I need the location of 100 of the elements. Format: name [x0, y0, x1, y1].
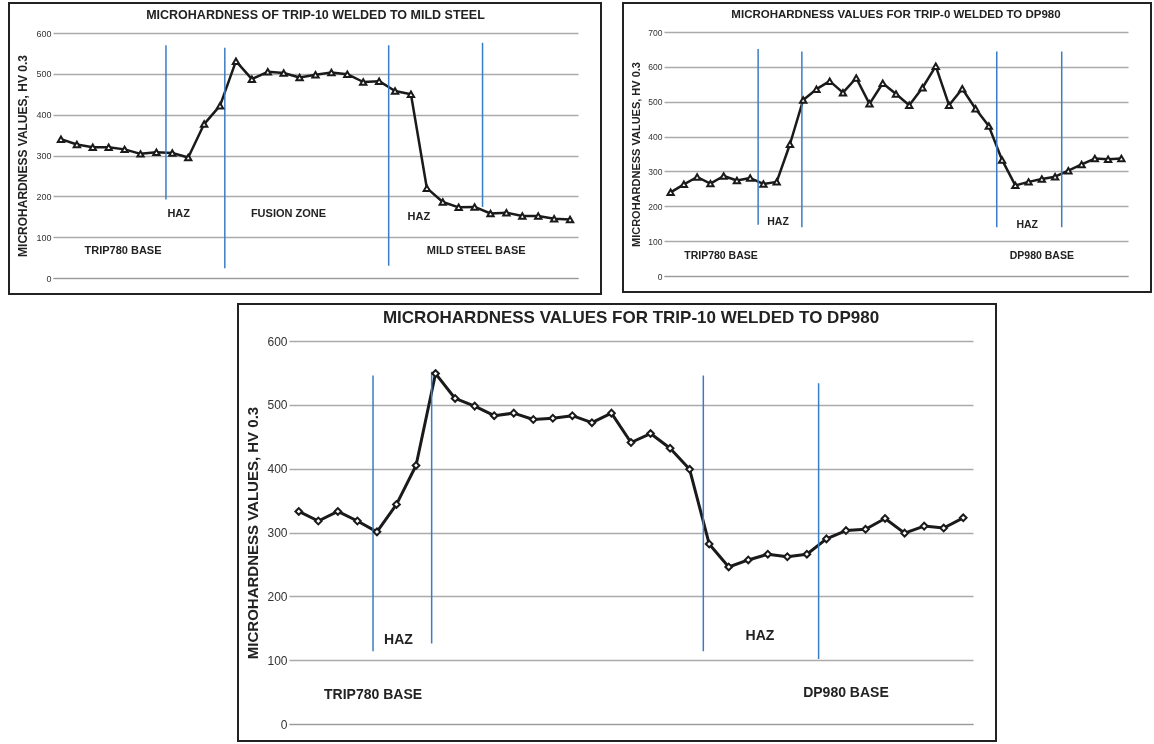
chart-title: MICROHARDNESS OF TRIP-10 WELDED TO MILD STEEL	[146, 7, 486, 22]
point	[763, 549, 773, 559]
point	[528, 415, 538, 424]
point	[891, 90, 901, 98]
point	[231, 57, 241, 65]
y-tick-label: 400	[648, 132, 663, 143]
point	[719, 172, 728, 180]
y-tick-label: 0	[46, 273, 52, 284]
point	[1077, 160, 1086, 169]
point	[1024, 178, 1033, 186]
point	[72, 140, 82, 149]
point	[152, 148, 161, 156]
point	[509, 408, 519, 418]
y-tick-label: 400	[267, 462, 288, 477]
annotation: HAZ	[407, 209, 431, 222]
point	[168, 149, 177, 157]
point	[120, 145, 129, 154]
point	[665, 443, 675, 453]
annotation: TRIP780 BASE	[684, 249, 758, 262]
point	[295, 73, 304, 82]
point	[685, 464, 694, 474]
point	[587, 418, 597, 428]
point	[406, 90, 416, 98]
point	[958, 85, 967, 93]
point	[392, 500, 401, 509]
point	[706, 179, 715, 188]
point	[799, 96, 808, 104]
point	[997, 156, 1007, 164]
point	[313, 516, 323, 526]
y-tick-label: 500	[648, 97, 663, 108]
point	[1117, 154, 1126, 163]
point	[944, 101, 954, 109]
point	[931, 62, 940, 70]
y-axis-title: MICROHARDNESS VALUES, HV 0.3	[244, 406, 262, 660]
point	[56, 135, 66, 143]
point	[390, 87, 400, 95]
annotation: HAZ	[167, 207, 191, 220]
point	[743, 555, 753, 565]
point	[199, 120, 209, 128]
point	[353, 516, 362, 526]
y-tick-label: 200	[267, 589, 288, 604]
y-tick-label: 200	[648, 201, 663, 212]
point	[1064, 166, 1073, 175]
point	[279, 69, 288, 77]
point	[411, 461, 421, 470]
point	[247, 75, 257, 83]
point	[782, 552, 792, 562]
y-tick-label: 500	[36, 69, 52, 80]
y-tick-label: 400	[36, 110, 52, 121]
annotation: HAZ	[767, 215, 790, 228]
point	[431, 369, 440, 378]
point	[372, 527, 382, 537]
point	[878, 79, 887, 87]
y-tick-label: 300	[267, 526, 288, 540]
y-tick-label: 500	[267, 398, 288, 413]
point	[486, 209, 495, 218]
annotation: HAZ	[745, 626, 775, 643]
y-tick-label: 200	[36, 191, 52, 202]
y-tick-label: 0	[657, 271, 663, 282]
point	[333, 507, 343, 516]
y-tick-label: 100	[267, 653, 288, 668]
point	[679, 180, 689, 189]
y-tick-label: 300	[648, 166, 663, 177]
point	[724, 562, 734, 572]
annotation: HAZ	[384, 630, 414, 647]
annotation: DP980 BASE	[1009, 249, 1074, 262]
point	[263, 68, 272, 76]
point	[534, 212, 543, 220]
annotation: DP980 BASE	[803, 684, 889, 701]
point	[880, 514, 890, 523]
point	[971, 104, 980, 113]
point	[548, 413, 558, 423]
point	[785, 140, 795, 148]
y-tick-label: 600	[36, 28, 52, 39]
point	[666, 188, 675, 197]
point	[759, 180, 768, 188]
point	[918, 84, 927, 92]
point	[502, 208, 511, 217]
point	[470, 401, 480, 411]
point	[825, 77, 834, 85]
point	[939, 523, 949, 533]
point	[838, 88, 848, 97]
point	[1090, 154, 1100, 163]
point	[822, 534, 831, 544]
point	[1037, 175, 1046, 183]
chart-title: MICROHARDNESS VALUES FOR TRIP-10 WELDED TO DP980	[382, 308, 880, 327]
y-tick-label: 100	[648, 236, 663, 247]
point	[438, 198, 447, 206]
point	[374, 77, 384, 85]
annotation: HAZ	[1016, 217, 1039, 230]
point	[1103, 155, 1113, 163]
point	[861, 524, 870, 534]
point	[565, 215, 575, 224]
point	[646, 429, 655, 438]
y-tick-label: 700	[648, 27, 663, 38]
point	[802, 549, 812, 559]
point	[359, 78, 368, 86]
point	[692, 173, 702, 181]
point	[454, 203, 463, 212]
point	[841, 526, 851, 535]
